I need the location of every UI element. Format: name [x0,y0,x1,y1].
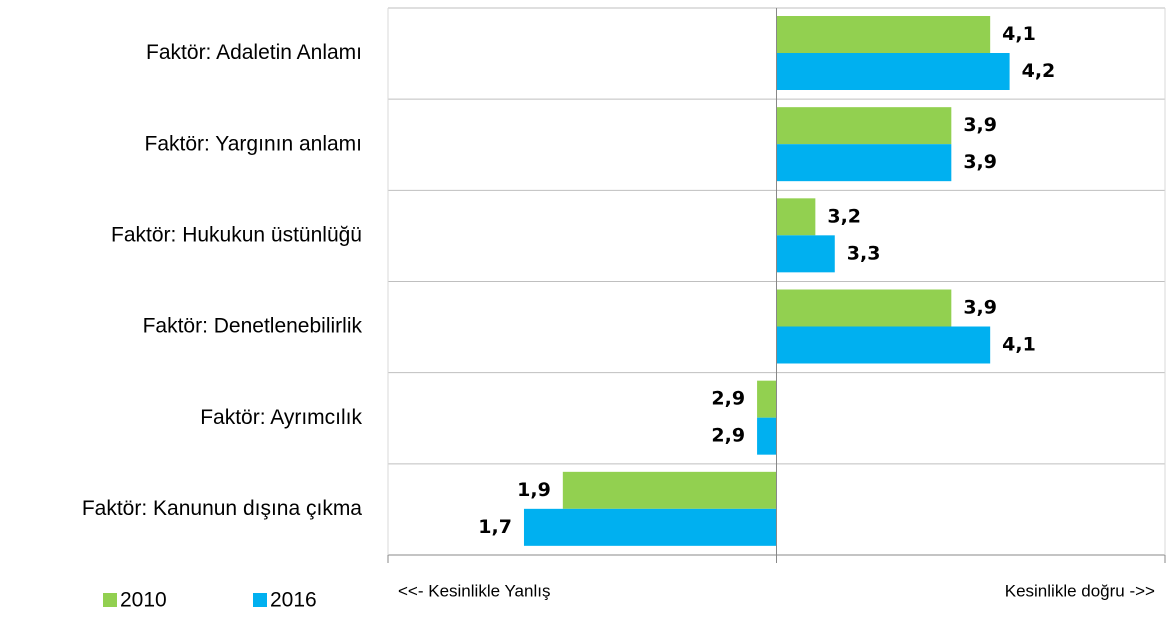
value-label: 2,9 [711,425,745,447]
bar [776,326,991,364]
category-label: Faktör: Ayrımcılık [200,406,362,429]
value-label: 3,9 [963,114,997,136]
value-label: 3,9 [963,151,997,173]
x-label-left: <<- Kesinlikle Yanlış [398,581,550,600]
value-label: 1,7 [478,516,512,538]
category-label: Faktör: Kanunun dışına çıkma [82,497,362,520]
bar [776,16,991,53]
category-label: Faktör: Adaletin Anlamı [146,41,362,64]
value-label: 3,9 [963,297,997,319]
bar [776,235,835,273]
value-label: 4,2 [1022,60,1056,82]
value-label: 2,9 [711,388,745,410]
legend-swatch [253,593,267,607]
value-label: 3,2 [827,205,861,227]
bar [776,198,816,236]
bar [757,380,777,418]
bar [776,107,952,145]
bar [757,417,777,455]
value-label: 4,1 [1002,23,1036,45]
bar [776,289,952,327]
x-label-right: Kesinlikle doğru ->> [1005,581,1155,600]
value-label: 1,9 [517,479,551,501]
category-label: Faktör: Hukukun üstünlüğü [111,223,362,246]
bar [562,471,777,509]
bar [776,144,952,182]
legend-swatch [103,593,117,607]
legend-label: 2010 [120,589,167,612]
value-label: 4,1 [1002,334,1036,356]
category-label: Faktör: Yargının anlamı [145,132,363,155]
bar [523,508,777,546]
bar [776,53,1010,90]
category-label: Faktör: Denetlenebilirlik [143,315,363,338]
value-label: 3,3 [847,242,881,264]
legend-label: 2016 [270,589,317,612]
